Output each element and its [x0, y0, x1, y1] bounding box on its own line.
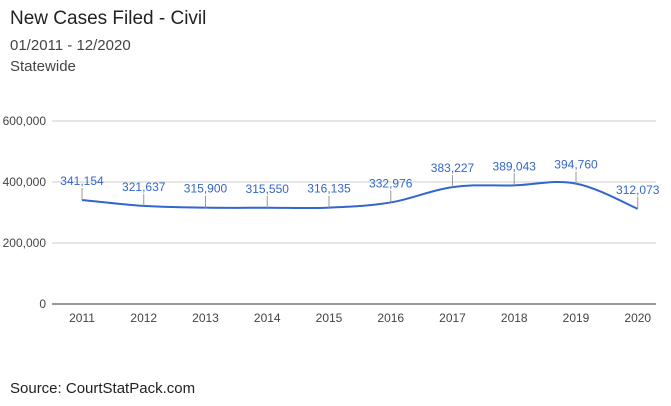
data-label: 315,900	[184, 182, 228, 196]
x-tick-label: 2020	[624, 311, 651, 325]
data-label: 316,135	[307, 182, 351, 196]
x-tick-label: 2017	[439, 311, 466, 325]
y-tick-label: 400,000	[3, 175, 47, 189]
y-tick-label: 600,000	[3, 114, 47, 128]
data-label: 315,550	[246, 182, 290, 196]
data-label: 389,043	[493, 159, 537, 173]
x-tick-label: 2011	[69, 311, 95, 325]
chart-source: Source: CourtStatPack.com	[10, 380, 196, 397]
series-line	[81, 180, 639, 210]
data-label: 332,976	[369, 176, 413, 190]
x-tick-label: 2019	[563, 311, 590, 325]
x-tick-label: 2018	[501, 311, 528, 325]
chart-region: Statewide	[10, 58, 76, 75]
chart-date-range: 01/2011 - 12/2020	[10, 37, 131, 54]
data-label: 321,637	[122, 180, 166, 194]
x-tick-label: 2014	[254, 311, 281, 325]
x-tick-label: 2016	[377, 311, 404, 325]
chart-title: New Cases Filed - Civil	[10, 8, 207, 29]
x-tick-label: 2012	[130, 311, 157, 325]
y-tick-label: 200,000	[3, 236, 47, 250]
data-label: 341,154	[60, 174, 104, 188]
data-label: 394,760	[554, 158, 598, 172]
data-label: 312,073	[616, 183, 660, 197]
y-tick-label: 0	[39, 297, 46, 311]
x-tick-label: 2013	[192, 311, 219, 325]
data-label: 383,227	[431, 161, 475, 175]
x-tick-label: 2015	[316, 311, 343, 325]
